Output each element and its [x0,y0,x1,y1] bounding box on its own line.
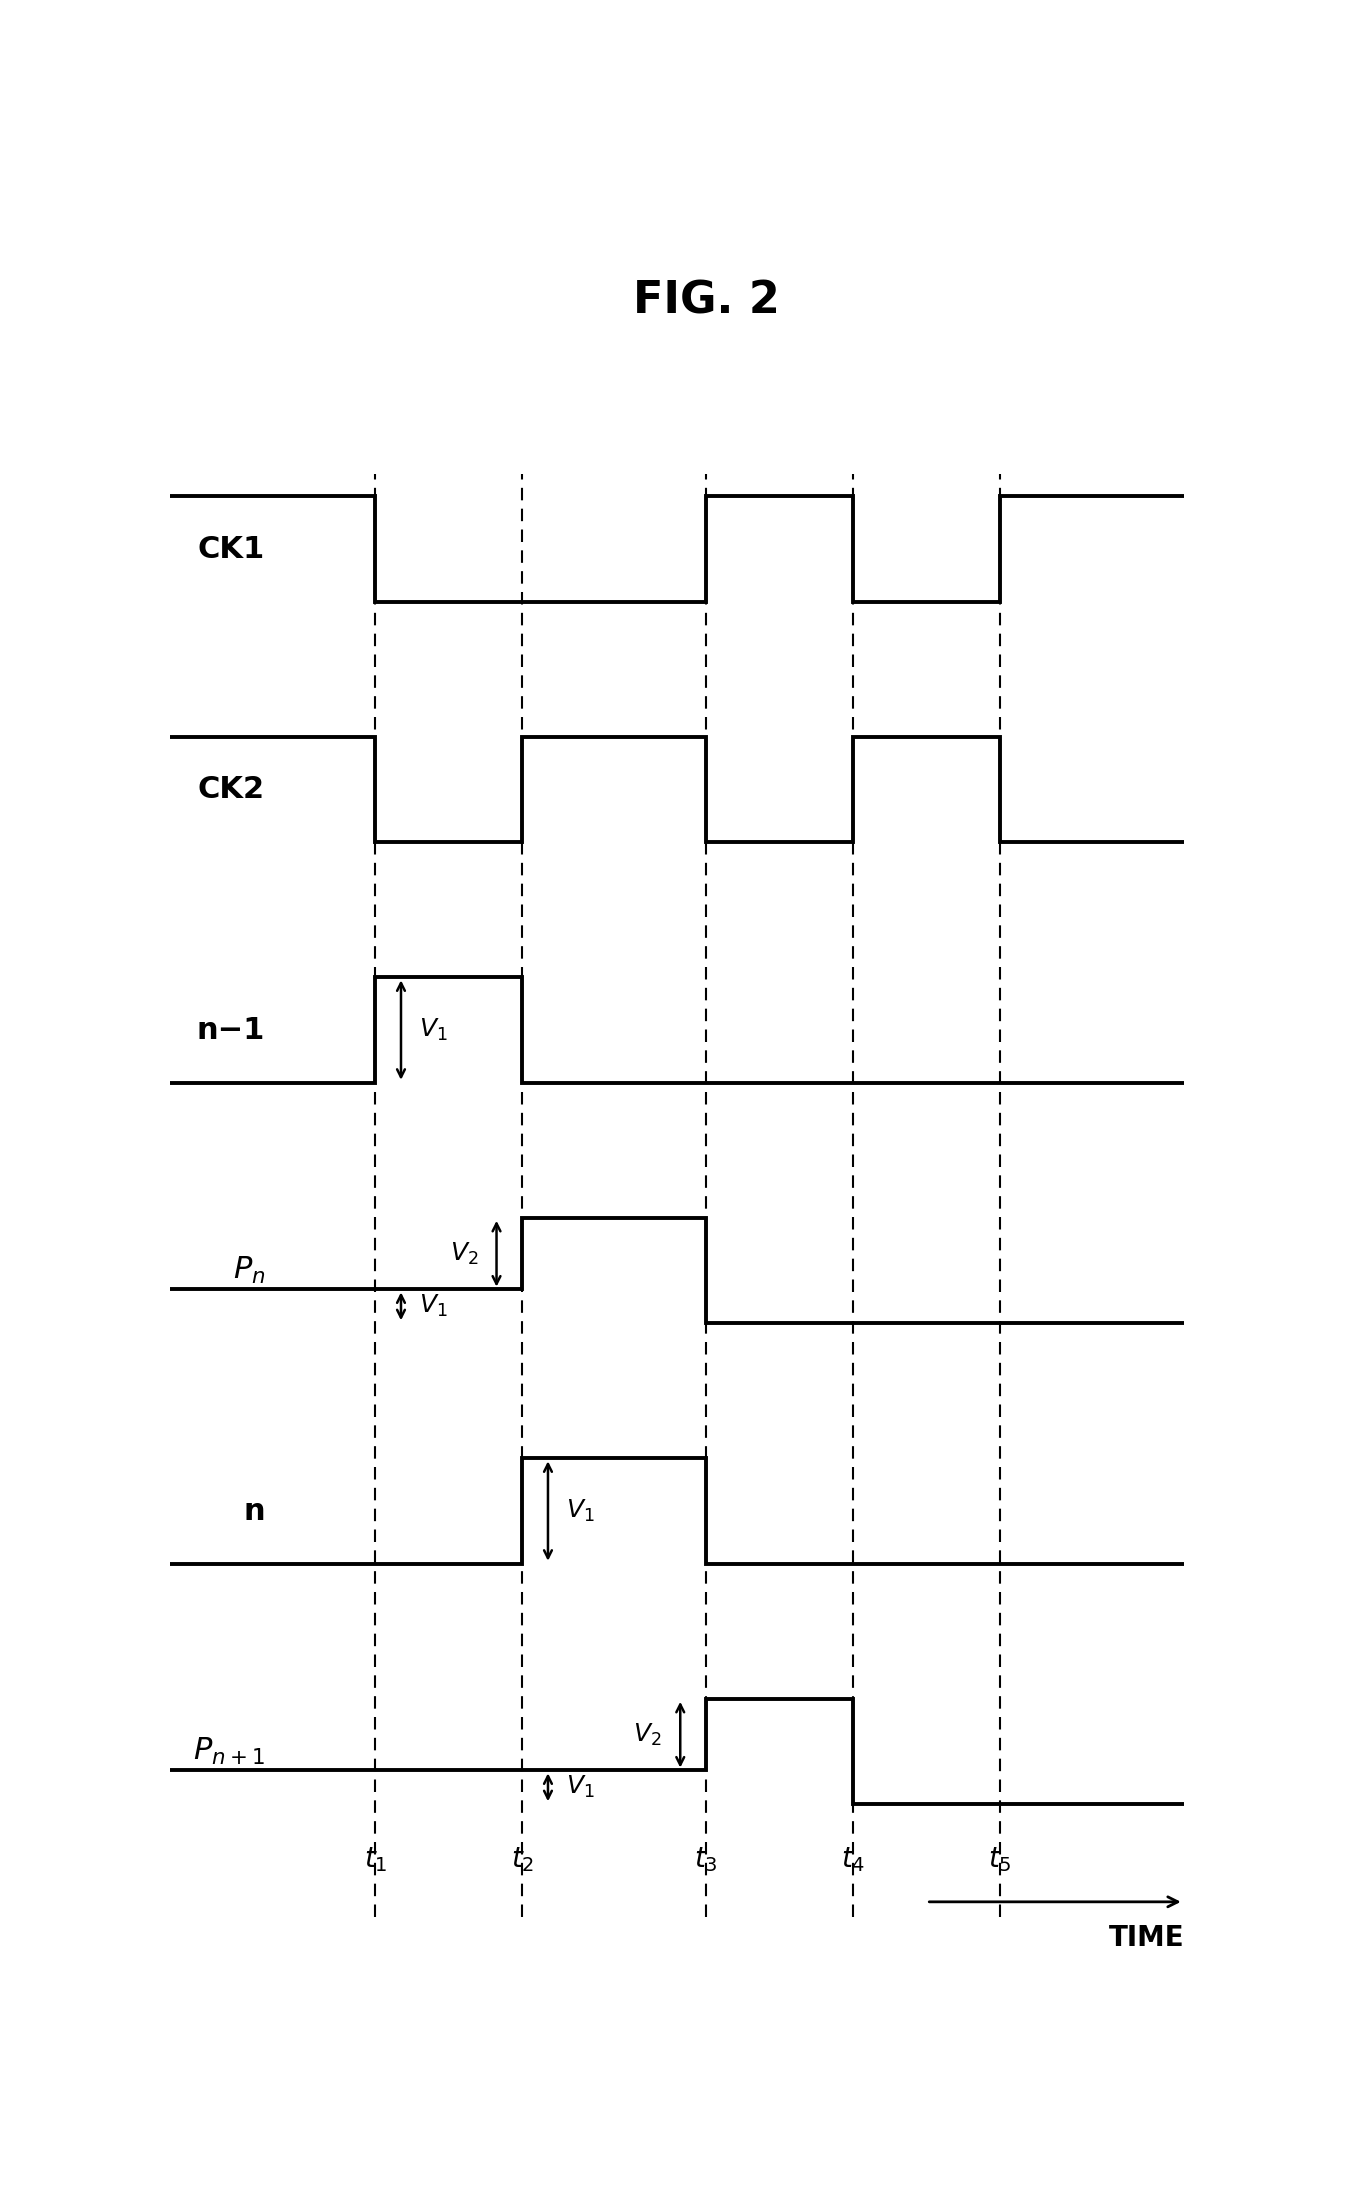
Text: $V_1$: $V_1$ [567,1498,595,1524]
Text: $P_n$: $P_n$ [232,1254,264,1287]
Text: $t_3$: $t_3$ [694,1845,717,1873]
Text: $V_2$: $V_2$ [450,1241,479,1267]
Text: $V_1$: $V_1$ [419,1293,447,1320]
Text: FIG. 2: FIG. 2 [632,279,780,323]
Text: $P_{n+1}$: $P_{n+1}$ [194,1737,264,1768]
Text: CK2: CK2 [198,775,264,804]
Text: $V_1$: $V_1$ [419,1017,447,1043]
Text: $t_4$: $t_4$ [841,1845,865,1873]
Text: $t_5$: $t_5$ [989,1845,1012,1873]
Text: $t_2$: $t_2$ [511,1845,534,1873]
Text: $V_1$: $V_1$ [567,1774,595,1801]
Text: n: n [244,1495,264,1526]
Text: CK1: CK1 [198,534,264,564]
Text: n−1: n−1 [197,1015,264,1045]
Text: TIME: TIME [1109,1924,1185,1952]
Text: $t_1$: $t_1$ [363,1845,386,1873]
Text: $V_2$: $V_2$ [633,1722,662,1748]
